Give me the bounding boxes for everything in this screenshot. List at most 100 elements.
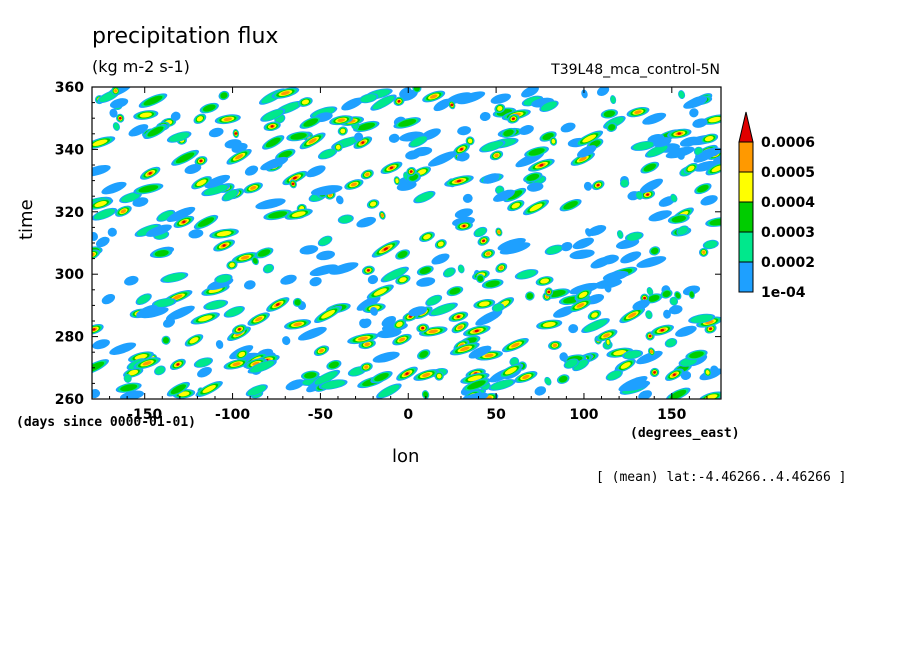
precip-cell <box>577 145 597 158</box>
x-tick-label: 150 <box>657 407 686 423</box>
precip-cell <box>154 250 169 257</box>
precip-cell <box>521 87 539 98</box>
precip-cell <box>341 97 364 111</box>
precip-cell <box>238 351 246 358</box>
precip-cell <box>184 164 202 174</box>
precip-cell <box>367 275 379 285</box>
precip-cell <box>634 110 642 114</box>
precip-cell <box>559 375 568 383</box>
precip-cell <box>109 342 137 355</box>
precip-cell <box>350 182 357 187</box>
precip-cell <box>430 303 456 316</box>
precip-cell <box>591 312 598 318</box>
precip-cell <box>232 362 241 367</box>
precip-cell <box>275 303 280 306</box>
precip-cell <box>265 137 281 148</box>
precip-cell <box>250 360 275 373</box>
precip-cell <box>467 138 473 144</box>
precip-cell <box>252 257 258 264</box>
precip-cell <box>474 329 479 333</box>
precip-cell <box>643 163 657 172</box>
precip-cell <box>419 350 429 358</box>
x-tick-label: 0 <box>403 407 413 423</box>
precip-cell <box>142 361 152 366</box>
precip-cell <box>479 111 491 122</box>
precip-cell <box>582 134 597 143</box>
precip-cell <box>700 195 718 206</box>
precip-cell <box>547 290 551 294</box>
y-tick-label: 280 <box>55 330 84 346</box>
precip-cell <box>603 110 616 118</box>
precip-cell <box>92 339 110 350</box>
x-tick-label: 100 <box>569 407 598 423</box>
precip-cell <box>415 191 434 203</box>
y-tick-label: 260 <box>55 392 84 408</box>
precip-cell <box>92 389 101 399</box>
precip-cell <box>608 124 616 131</box>
precip-cell <box>460 346 470 352</box>
precip-cell <box>416 277 436 287</box>
precip-cell <box>113 122 120 131</box>
colorbar-label: 0.0005 <box>761 165 815 181</box>
precip-cell <box>93 208 115 220</box>
precip-cell <box>573 359 588 371</box>
precip-cell <box>270 125 274 128</box>
precip-cell <box>597 87 610 96</box>
precip-cell <box>462 193 473 203</box>
precip-cell <box>145 224 172 237</box>
precip-cell <box>539 163 544 167</box>
precip-cell <box>247 385 266 396</box>
precip-cell <box>328 361 339 369</box>
precip-cell <box>596 183 600 187</box>
precip-cell <box>650 350 654 354</box>
precip-cell <box>413 87 420 92</box>
precip-cell <box>677 132 682 135</box>
precip-cell <box>662 290 671 298</box>
precip-cell <box>263 264 274 273</box>
precip-cell <box>165 305 195 321</box>
precip-cell <box>92 139 108 146</box>
precip-cell <box>244 165 259 176</box>
precip-cell <box>364 365 369 369</box>
precip-cell <box>422 372 431 378</box>
precip-cell <box>396 321 403 327</box>
colorbar-label: 0.0002 <box>761 255 815 271</box>
precip-cell <box>678 90 685 99</box>
precip-cell <box>136 304 158 318</box>
precip-cell <box>711 165 721 173</box>
precip-cell <box>639 178 664 193</box>
precip-cell <box>653 137 672 148</box>
precip-cell <box>497 230 501 234</box>
precip-cell <box>257 249 271 257</box>
precip-cell <box>378 384 400 398</box>
precip-cell <box>457 325 463 330</box>
precip-cell <box>675 292 681 299</box>
precip-cell <box>462 224 466 228</box>
precip-cell <box>467 380 486 390</box>
x-axis-label: lon <box>392 446 420 467</box>
precip-cell <box>653 371 657 374</box>
latitude-mean-note: [ (mean) lat:-4.46266..4.46266 ] <box>596 470 847 485</box>
precip-cell <box>607 370 622 380</box>
precip-cell <box>137 294 151 305</box>
precip-cell <box>689 351 704 359</box>
precip-cell <box>516 269 537 279</box>
precip-cell <box>109 108 118 118</box>
precip-cell <box>299 245 319 255</box>
precip-cell <box>620 362 631 369</box>
precip-cell <box>215 340 224 349</box>
precip-cell <box>602 270 629 282</box>
precip-cell <box>290 132 307 140</box>
precip-cell <box>680 357 697 366</box>
precip-cell <box>220 92 228 99</box>
precip-cell <box>689 291 694 298</box>
precip-cell <box>381 315 396 327</box>
precip-cell <box>169 132 190 142</box>
precip-cell <box>204 174 231 189</box>
precip-cell <box>199 159 203 163</box>
colorbar-label: 1e-04 <box>761 285 806 301</box>
precip-cell <box>646 193 650 196</box>
precip-cell <box>668 305 683 315</box>
precip-cell <box>647 145 668 157</box>
precip-cell <box>356 295 381 311</box>
